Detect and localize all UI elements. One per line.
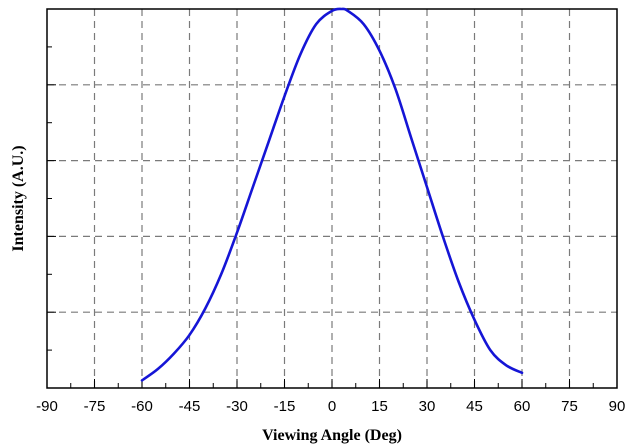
grid-lines	[47, 9, 617, 388]
x-tick-label: 30	[419, 398, 436, 415]
axis-ticks	[46, 46, 618, 388]
x-tick-label: 75	[561, 398, 578, 415]
series-layer	[140, 7, 524, 382]
x-tick-label: 45	[466, 398, 483, 415]
x-tick-label: -15	[274, 398, 296, 415]
x-tick-label: 15	[371, 398, 388, 415]
x-tick-label: 90	[609, 398, 626, 415]
x-axis-label: Viewing Angle (Deg)	[262, 427, 402, 444]
x-tick-label: -60	[131, 398, 153, 415]
x-tick-label: 60	[514, 398, 531, 415]
x-tick-label: -45	[179, 398, 201, 415]
x-tick-label: -90	[36, 398, 58, 415]
x-tick-label: -30	[226, 398, 248, 415]
plot-frame	[46, 8, 618, 389]
y-axis-label: Intensity (A.U.)	[10, 145, 27, 251]
x-tick-labels: -90 -75 -60 -45 -30 -15 0 15 30 45 60 75 90	[36, 398, 625, 415]
series-line	[140, 7, 524, 382]
x-tick-label: -75	[84, 398, 106, 415]
x-tick-label: 0	[328, 398, 336, 415]
